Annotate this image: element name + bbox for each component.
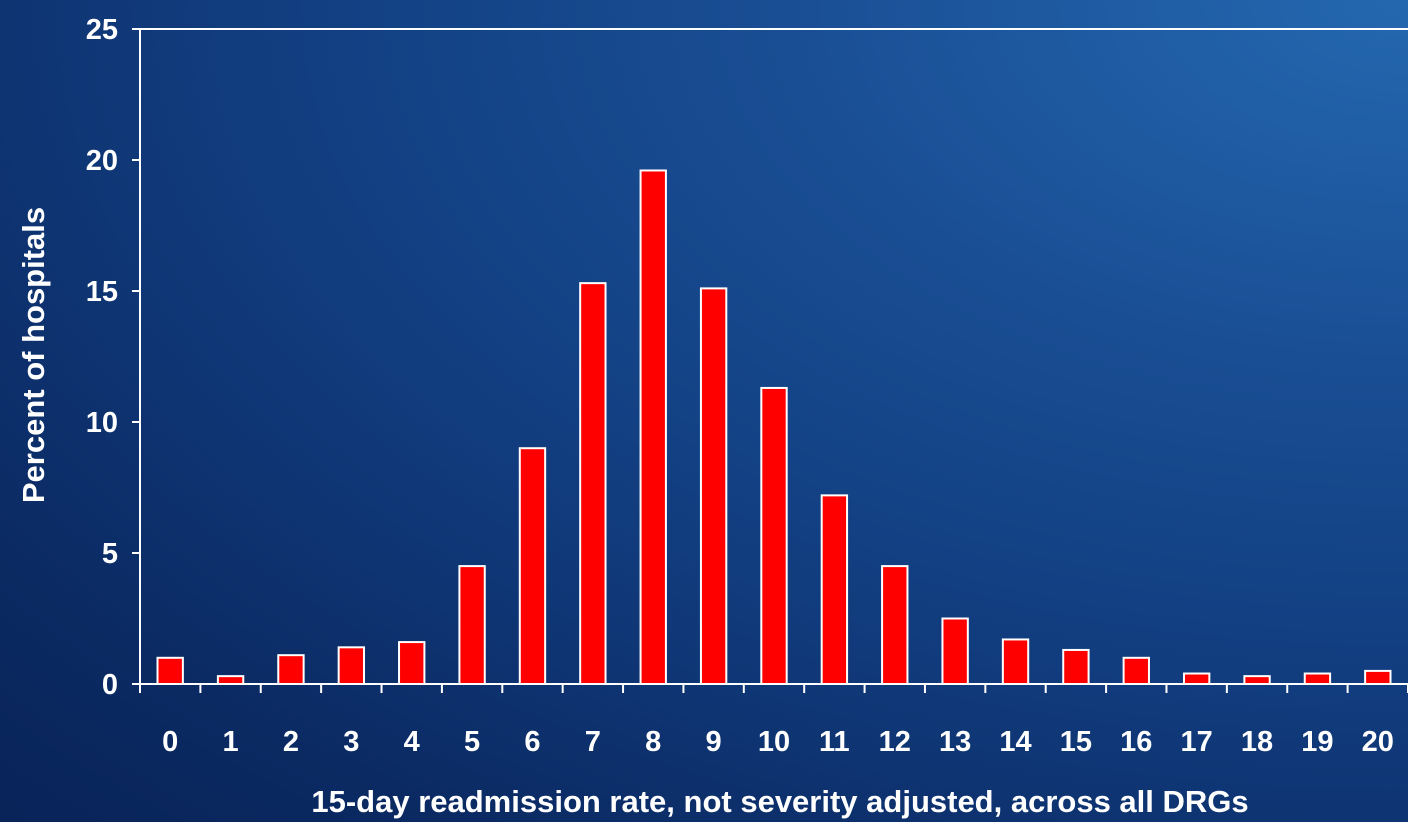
bar <box>216 675 245 686</box>
bar <box>398 641 426 686</box>
bar <box>639 169 667 686</box>
bar <box>1062 648 1090 686</box>
bar <box>881 565 909 685</box>
x-tick-label: 3 <box>343 726 359 758</box>
bar <box>1001 638 1030 686</box>
x-tick-label: 7 <box>585 726 601 758</box>
bar <box>1182 672 1211 686</box>
bar <box>458 565 486 685</box>
x-tick-label: 6 <box>524 726 540 758</box>
x-tick-label: 18 <box>1241 726 1273 758</box>
bar <box>1364 669 1392 686</box>
bar <box>1122 656 1150 685</box>
y-tick-label: 10 <box>86 407 118 439</box>
x-tick-label: 13 <box>939 726 971 758</box>
bar <box>579 282 607 685</box>
x-tick-label: 0 <box>162 726 178 758</box>
x-axis-title: 15-day readmission rate, not severity ad… <box>311 784 1248 819</box>
bar <box>820 494 849 685</box>
x-tick-label: 2 <box>283 726 299 758</box>
x-tick-label: 15 <box>1060 726 1092 758</box>
y-axis-ticks: 0 5 10 15 20 25 <box>86 14 1408 701</box>
bar <box>1303 672 1332 686</box>
x-tick-label: 14 <box>999 726 1031 758</box>
x-tick-label: 4 <box>404 726 420 758</box>
x-tick-label: 17 <box>1181 726 1213 758</box>
bar <box>156 656 184 685</box>
x-tick-label: 16 <box>1120 726 1152 758</box>
bar <box>1243 675 1271 686</box>
bar <box>699 287 728 685</box>
bar <box>760 386 788 685</box>
axes <box>139 29 1408 685</box>
x-tick-label: 12 <box>879 726 911 758</box>
bar <box>277 654 305 685</box>
y-tick-label: 20 <box>86 145 118 177</box>
bar <box>941 617 969 685</box>
y-tick-label: 25 <box>86 14 118 46</box>
x-tick-label: 5 <box>464 726 480 758</box>
x-tick-label: 20 <box>1362 726 1394 758</box>
x-axis-ticks: 0 1 2 3 4 5 6 7 8 9 10 11 12 13 14 15 16 17 18 19 20 <box>139 684 1408 758</box>
bar <box>518 447 547 686</box>
x-tick-label: 11 <box>819 726 850 758</box>
y-tick-label: 0 <box>102 669 118 701</box>
bars <box>156 169 1392 686</box>
y-axis-title: Percent of hospitals <box>16 207 51 503</box>
x-tick-label: 8 <box>645 726 661 758</box>
x-tick-label: 10 <box>758 726 790 758</box>
x-tick-label: 1 <box>223 726 239 758</box>
y-tick-label: 15 <box>86 276 118 308</box>
x-tick-label: 9 <box>706 726 722 758</box>
y-tick-label: 5 <box>102 538 118 570</box>
bar <box>337 646 366 686</box>
x-tick-label: 19 <box>1301 726 1333 758</box>
